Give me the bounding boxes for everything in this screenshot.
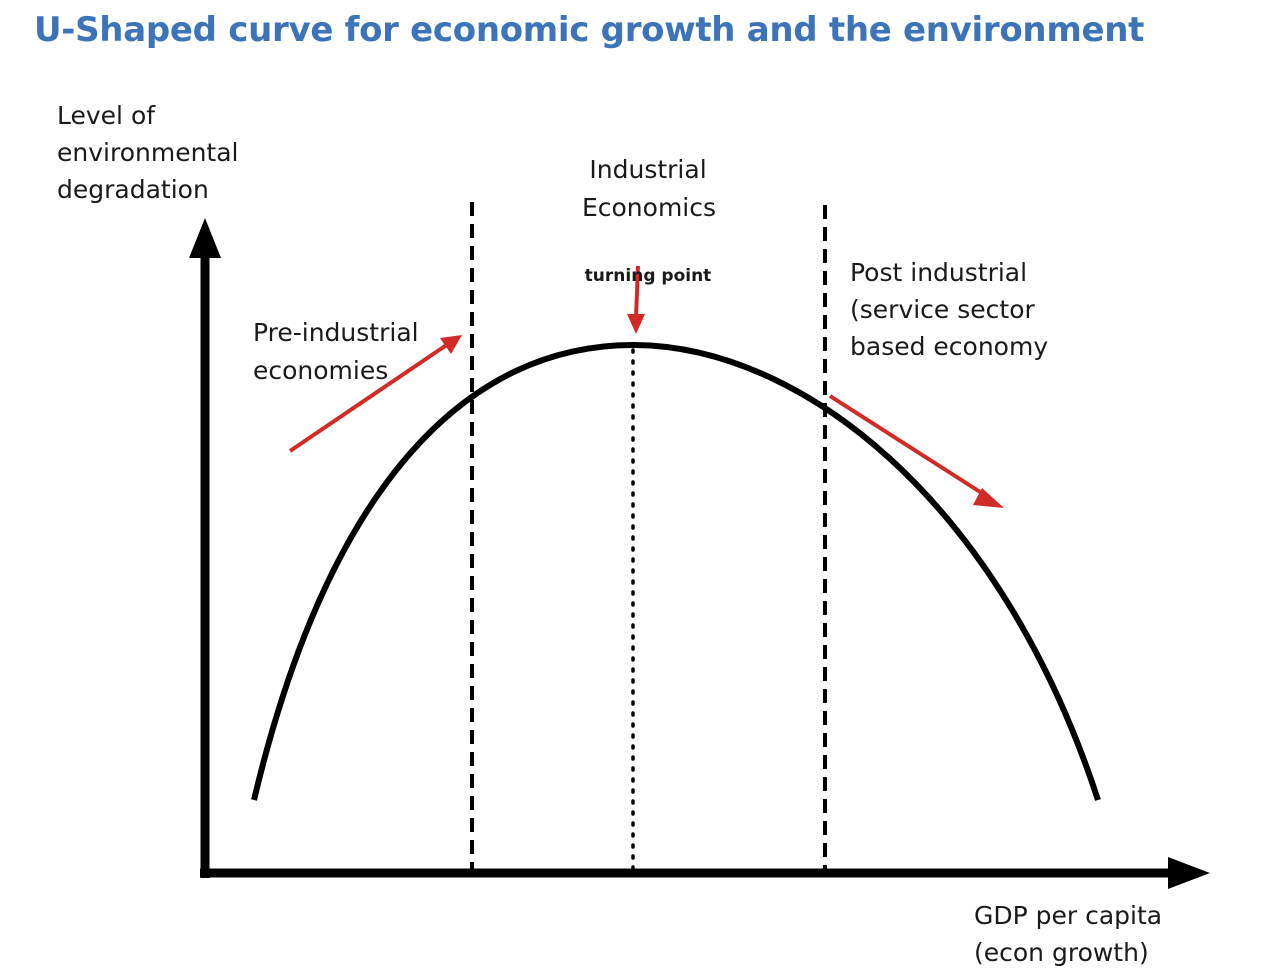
y-axis-label: Level of environmental degradation xyxy=(57,101,246,204)
x-axis-label: GDP per capita (econ growth) xyxy=(974,901,1170,967)
pre-industrial-rising-arrow xyxy=(288,342,450,453)
pre-industrial-stage-label: Pre-industrial economies xyxy=(253,318,427,385)
post-industrial-stage-label: Post industrial (service sector based ec… xyxy=(850,258,1048,361)
post-industrial-falling-arrow xyxy=(828,394,990,499)
pre-industrial-arrowhead xyxy=(440,335,462,354)
turning-point-down-arrow xyxy=(634,265,640,319)
inverted-u-curve xyxy=(251,341,1101,801)
turning-point-label: turning point xyxy=(585,266,712,286)
turning-point-arrowhead xyxy=(627,314,645,334)
page-title: U-Shaped curve for economic growth and t… xyxy=(34,10,1145,50)
x-axis-arrowhead xyxy=(1168,857,1210,889)
y-axis-arrowhead xyxy=(189,218,221,258)
post-industrial-arrowhead xyxy=(973,488,1004,508)
industrial-stage-label: Industrial Economics xyxy=(582,155,716,222)
